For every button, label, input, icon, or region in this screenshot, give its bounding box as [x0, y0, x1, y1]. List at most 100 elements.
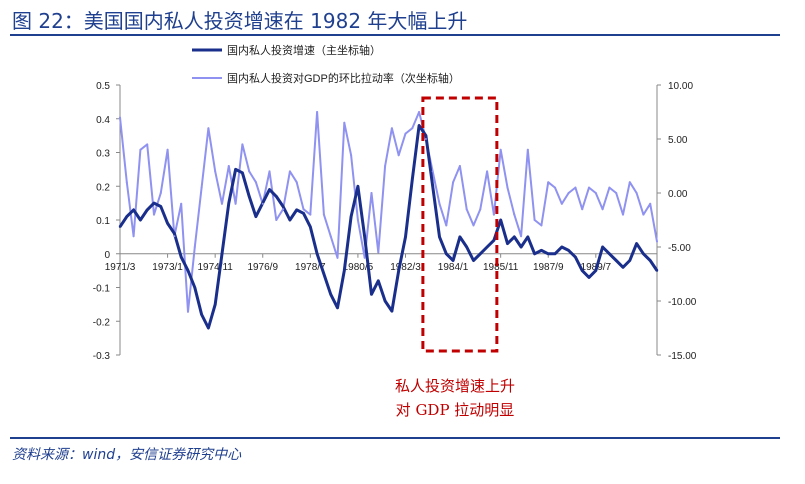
series-1-point [234, 168, 237, 171]
series-1-point [567, 249, 570, 252]
series-1-point [404, 235, 407, 239]
series-2-points [119, 111, 658, 313]
series-1-point [458, 235, 462, 239]
series-1-point [540, 249, 543, 252]
series-1-point [349, 215, 353, 218]
series-2-point [594, 192, 597, 194]
highlight-box [421, 96, 499, 353]
series-2-point [309, 213, 312, 216]
series-1-point [309, 225, 312, 228]
series-1-point [424, 134, 428, 137]
series-1-point [254, 215, 258, 218]
x-tick-label: 1976/9 [247, 262, 278, 273]
series-2-point [628, 181, 631, 184]
source-rule [10, 437, 780, 439]
series-2-point [642, 213, 645, 216]
series-1-point [479, 252, 482, 255]
series-1-point [186, 269, 190, 272]
series-1-point [363, 235, 366, 239]
series-2-point [227, 165, 230, 167]
series-2-point [588, 186, 591, 189]
series-2-point [234, 202, 237, 205]
series-1-point [302, 212, 305, 215]
series-2-point [132, 235, 135, 238]
series-1-point [499, 218, 502, 222]
series-1-point [655, 269, 659, 272]
series-2-point [125, 181, 128, 184]
series-1-point [560, 245, 564, 249]
series-2-point [472, 224, 475, 227]
series-1-point [553, 252, 557, 255]
series-2-point [608, 186, 611, 189]
series-2-point [404, 132, 407, 135]
series-1-point [642, 252, 645, 255]
x-tick-label: 1982/3 [390, 262, 421, 273]
x-tick-label: 1985/11 [483, 262, 519, 273]
series-1-point [275, 195, 278, 198]
series-1-point [581, 269, 584, 272]
y-right-tick-label: 5.00 [668, 135, 688, 146]
series-1-point [472, 259, 475, 262]
series-1-point [145, 208, 149, 212]
x-tick-label: 1978/7 [295, 262, 326, 273]
x-tick-label: 1971/3 [105, 262, 136, 273]
series-1-point [587, 276, 591, 279]
series-2-point [282, 208, 285, 211]
series-2-point [479, 208, 482, 211]
series-2-point [248, 170, 251, 173]
series-1-point [281, 205, 285, 208]
series-1-point [118, 225, 122, 228]
series-2-point [214, 170, 217, 173]
series-2-point [424, 138, 427, 140]
series-1-point [506, 242, 509, 245]
series-2-point [601, 208, 604, 211]
series-2-point [581, 208, 584, 211]
y-right-tick-label: 0.00 [668, 189, 688, 200]
annotation-line-2: 对 GDP 拉动明显 [395, 401, 515, 419]
series-2-point [622, 213, 625, 216]
series-1-point [159, 205, 162, 208]
series-2-point [119, 116, 121, 119]
series-2-point [458, 165, 461, 167]
series-2-point [384, 165, 387, 167]
series-2-point [288, 170, 291, 173]
series-2-point [146, 143, 149, 146]
series-1-point [383, 299, 387, 303]
series-1-points [118, 124, 659, 330]
series-2-point [438, 202, 441, 205]
series-2-point [486, 170, 489, 173]
x-tick-label: 1980/5 [343, 262, 374, 273]
series-2-point [513, 213, 516, 216]
series-2-point [295, 181, 298, 184]
series-1-point [533, 252, 536, 255]
series-2-point [322, 213, 325, 216]
series-1-point [594, 269, 598, 272]
series-1-point [241, 171, 244, 174]
series-2-point [173, 235, 176, 238]
series-1-point [526, 235, 530, 239]
y-left-tick-label: 0 [104, 250, 110, 261]
series-2-point [180, 202, 183, 205]
series-1-point [288, 218, 292, 222]
series-2-point [302, 208, 305, 211]
x-tick-label: 1973/1 [152, 262, 183, 273]
series-2-point [275, 219, 278, 221]
series-2-point [329, 235, 332, 238]
series-2-point [649, 202, 652, 205]
y-left-tick-label: 0.3 [96, 149, 110, 160]
series-1-point [370, 293, 373, 296]
legend[interactable]: 国内私人投资增速（主坐标轴） 国内私人投资对GDP的环比拉动率（次坐标轴） [192, 43, 460, 85]
series-2-point [152, 213, 155, 216]
series-1-point [621, 266, 625, 269]
y-left-tick-label: -0.1 [93, 284, 111, 295]
series-2-point [520, 235, 523, 238]
series-2-point [166, 148, 169, 151]
series-1-point [377, 279, 380, 282]
series-1-point [268, 188, 271, 191]
series-1-point [220, 252, 224, 255]
series-1-point [601, 245, 604, 249]
series-1-point [519, 245, 523, 249]
series-1-point [152, 201, 156, 205]
chart: -0.3 -0.2 -0.1 0 0.1 0.2 0.3 0.4 0.5 -15.00 -10.0… [93, 43, 697, 362]
series-1-point [615, 259, 618, 262]
